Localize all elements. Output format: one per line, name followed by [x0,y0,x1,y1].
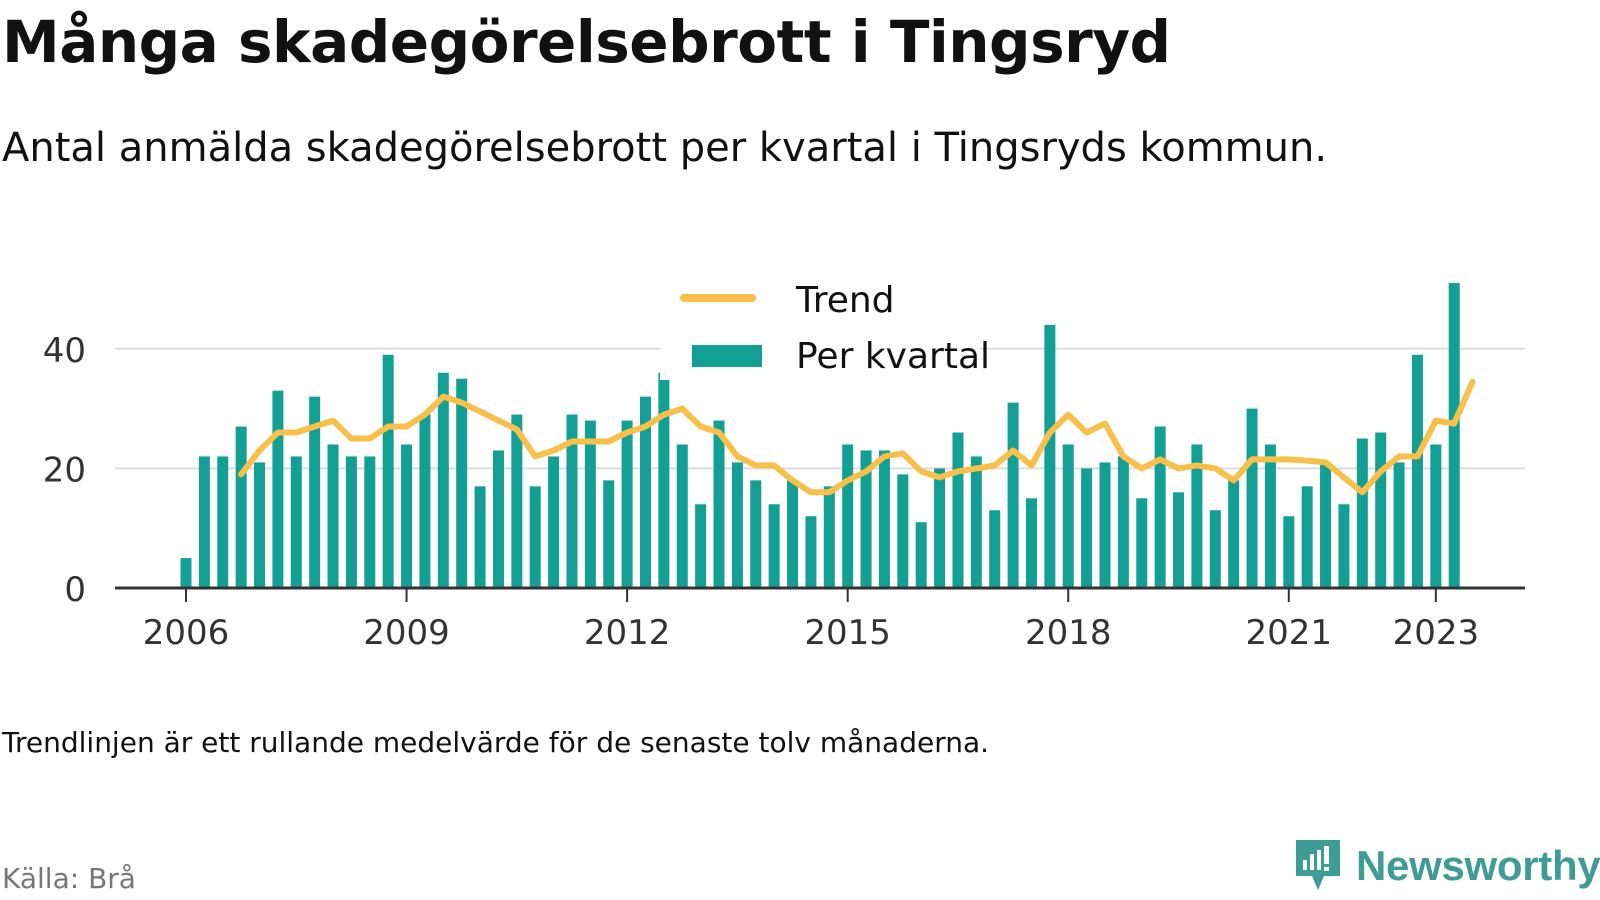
x-tick-label: 2012 [584,613,671,653]
legend: Trend Per kvartal [660,270,990,380]
bar [272,390,284,588]
bar [952,432,964,588]
bar-line-chart: 0 20 40 2006 2009 2012 2015 2018 2021 2023 Trend … [42,270,1525,653]
bar [1393,462,1405,588]
bar [805,516,817,588]
bar [1448,283,1460,588]
bar [1356,438,1368,588]
bar [1173,492,1185,588]
axes: 0 20 40 2006 2009 2012 2015 2018 2021 2023 [43,331,1525,653]
x-tick-label: 2023 [1393,613,1480,653]
bar [180,558,192,588]
bar [897,474,909,588]
bar [934,468,946,588]
bar [419,414,431,588]
bar [1081,468,1093,588]
bar [915,522,927,588]
footnote: Trendlinjen är ett rullande medelvärde f… [2,726,990,759]
bar [511,414,523,588]
newsworthy-logo-icon [1296,840,1340,890]
bar [640,396,651,588]
source-note: Källa: Brå [2,862,136,895]
legend-trend-label: Trend [795,280,895,321]
bar [713,420,725,588]
bar [1228,480,1240,588]
x-tick-label: 2021 [1246,613,1333,653]
bar [695,504,707,588]
bar [1136,498,1148,588]
bar [1411,354,1423,588]
bar [1062,444,1074,588]
bar [198,456,210,588]
y-tick-label: 40 [43,331,86,371]
bar [290,456,302,588]
bar [989,510,1001,588]
bar [1154,426,1166,588]
bar [1007,402,1019,588]
bar [1338,504,1350,588]
bar [878,450,890,588]
bar [1375,432,1387,588]
bar [731,462,743,588]
x-tick-label: 2006 [143,613,230,653]
bar [401,444,413,588]
brand-name: Newsworthy [1356,842,1600,889]
bar [1025,498,1037,588]
bar [492,450,504,588]
bar [658,372,670,588]
bar [254,462,266,588]
bar [1044,324,1056,588]
bar [566,414,578,588]
bar [345,456,357,588]
newsworthy-logo[interactable]: Newsworthy [1292,838,1600,894]
x-tick-label: 2009 [363,613,450,653]
legend-bar-label: Per kvartal [796,336,990,377]
bar [1283,516,1295,588]
y-tick-label: 0 [64,570,86,610]
bar [676,444,688,588]
bar [584,420,596,588]
bar [1264,444,1276,588]
bar [1117,456,1129,588]
bar [1209,510,1221,588]
bar [621,420,633,588]
bar [1246,408,1258,588]
bar [382,354,394,588]
bar [474,486,486,588]
legend-bar-swatch [692,345,762,367]
x-tick-label: 2018 [1025,613,1112,653]
bar [768,504,780,588]
bar [1191,444,1203,588]
bar [437,372,449,588]
bar [750,480,762,588]
trend-line-layer [238,378,1476,496]
bar [529,486,541,588]
bars [180,283,1460,588]
bar [603,480,615,588]
bar [842,444,854,588]
bar [1099,462,1111,588]
bar [1301,486,1313,588]
bar [970,456,982,588]
bar [456,378,468,588]
chart-title: Många skadegörelsebrott i Tingsryd [2,8,1171,76]
bar [860,450,872,588]
bar [823,486,835,588]
x-tick-label: 2015 [804,613,891,653]
chart-subtitle: Antal anmälda skadegörelsebrott per kvar… [2,125,1328,171]
bar [787,480,799,588]
bar [327,444,339,588]
trend-line [238,378,1476,496]
bar [1320,462,1332,588]
bar [217,456,229,588]
bar [364,456,376,588]
bar [309,396,321,588]
y-tick-label: 20 [43,450,86,490]
bar [548,456,560,588]
bar [235,426,247,588]
bar [1430,444,1442,588]
